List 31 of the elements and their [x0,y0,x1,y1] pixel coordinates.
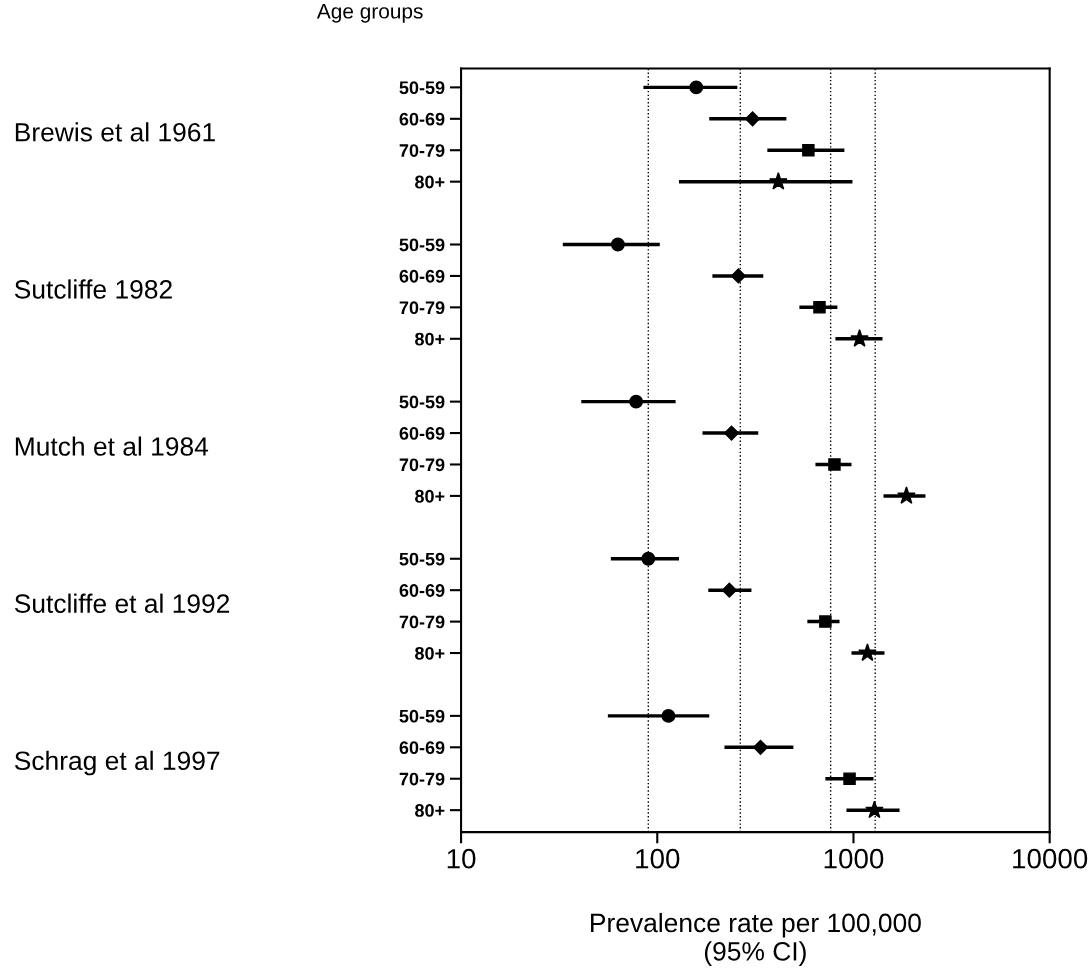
y-tick-label: 60-69 [399,741,445,755]
y-tick-label: 50-59 [399,238,445,252]
y-tick-label: 80+ [415,175,445,189]
text: Schrag et al 1997 [14,750,220,776]
y-tick-label: 50-59 [399,709,445,723]
text: Mutch et al 1984 [15,436,209,456]
y-tick-label: 70-79 [399,615,445,629]
y-tick-label: 80+ [415,332,445,346]
y-tick-label: 70-79 [399,144,445,157]
y-tick-label: 70-79 [399,301,445,315]
x-tick-label: 100 [636,848,680,869]
x-axis-title: Prevalence rate per 100,000 (95% CI) [591,912,921,966]
y-tick-label: 60-69 [399,269,445,283]
y-tick-label: 50-59 [399,81,445,95]
y-tick-label: 50-59 [399,395,445,409]
text: Sutcliffe et al 1992 [14,593,230,613]
x-tick-label: 1000 [824,848,884,869]
y-axis-title: Age groups [316,4,423,23]
y-tick-label: 60-69 [399,584,445,597]
y-tick-label: 50-59 [399,552,445,566]
y-tick-label: 70-79 [399,772,445,786]
y-tick-label: 70-79 [399,458,445,472]
y-tick-label: 60-69 [399,426,445,440]
y-tick-label: 80+ [415,804,445,817]
text: Sutcliffe 1982 [14,279,172,299]
y-tick-label: 80+ [415,646,445,660]
x-tick-label: 10000 [1013,848,1088,869]
text: Brewis et al 1961 [15,122,215,142]
y-tick-label: 60-69 [399,112,445,126]
y-tick-label: 80+ [415,489,445,503]
x-tick-label: 10 [447,848,476,869]
